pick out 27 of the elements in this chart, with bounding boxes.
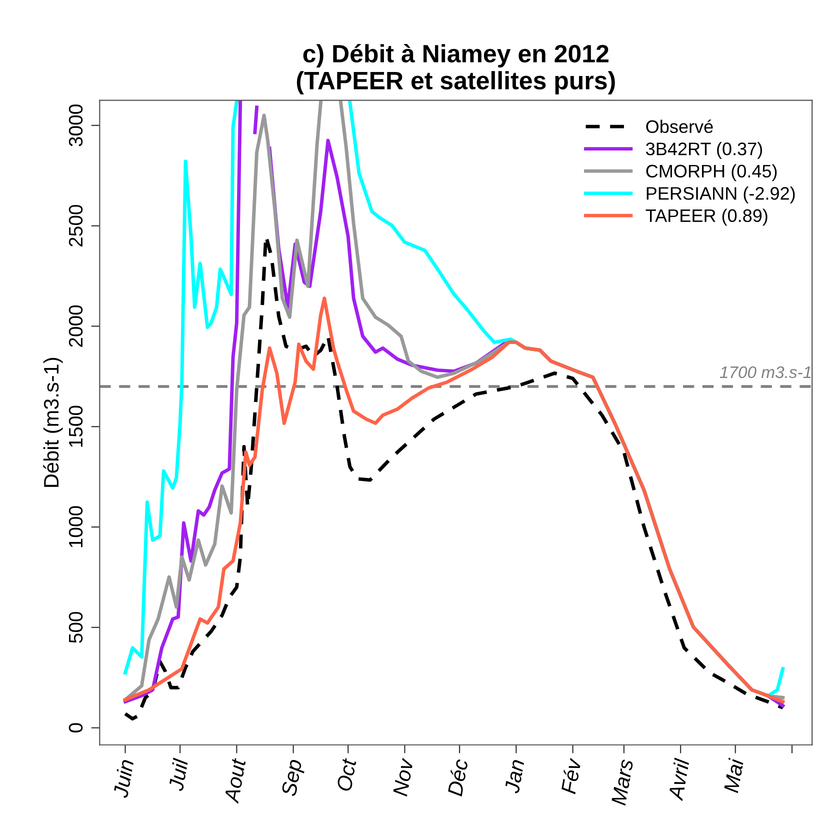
x-tick-label: Sep [281,758,306,798]
x-tick-label: Oct [336,757,357,792]
y-tick-label: 1500 [68,406,83,447]
x-tick-label: Juil [168,758,188,792]
x-tick-label: Jan [504,759,524,794]
legend-label: PERSIANN (-2.92) [646,186,795,204]
y-tick-label: 3000 [68,104,83,146]
x-tick-label: Déc [446,758,468,797]
x-tick-label: Mai [723,758,744,794]
chart-title: c) Débit à Niamey en 2012 (TAPEER et satellites purs) [296,44,615,94]
y-tick-label: 2000 [68,305,83,347]
x-tick-label: Nov [392,757,414,797]
x-tick-label: Mars [611,758,634,806]
y-axis-title: Débit (m3.s-1) [43,358,63,487]
legend-label: TAPEER (0.89) [646,208,768,226]
x-tick-label: Juin [112,759,134,798]
y-tick-label: 2500 [68,204,83,246]
legend-label: Observé [646,120,713,134]
x-tick-label: Aout [224,757,246,804]
y-tick-label: 0 [68,723,83,732]
x-tick-label: Avril [667,758,690,802]
y-tick-label: 500 [68,612,83,643]
y-tick-label: 1000 [68,506,83,548]
x-tick-label: Fév [560,757,582,794]
legend-label: 3B42RT (0.37) [646,142,762,159]
ref-line-label: 1700 m3.s-1 [720,366,811,378]
legend-label: CMORPH (0.45) [646,164,777,182]
